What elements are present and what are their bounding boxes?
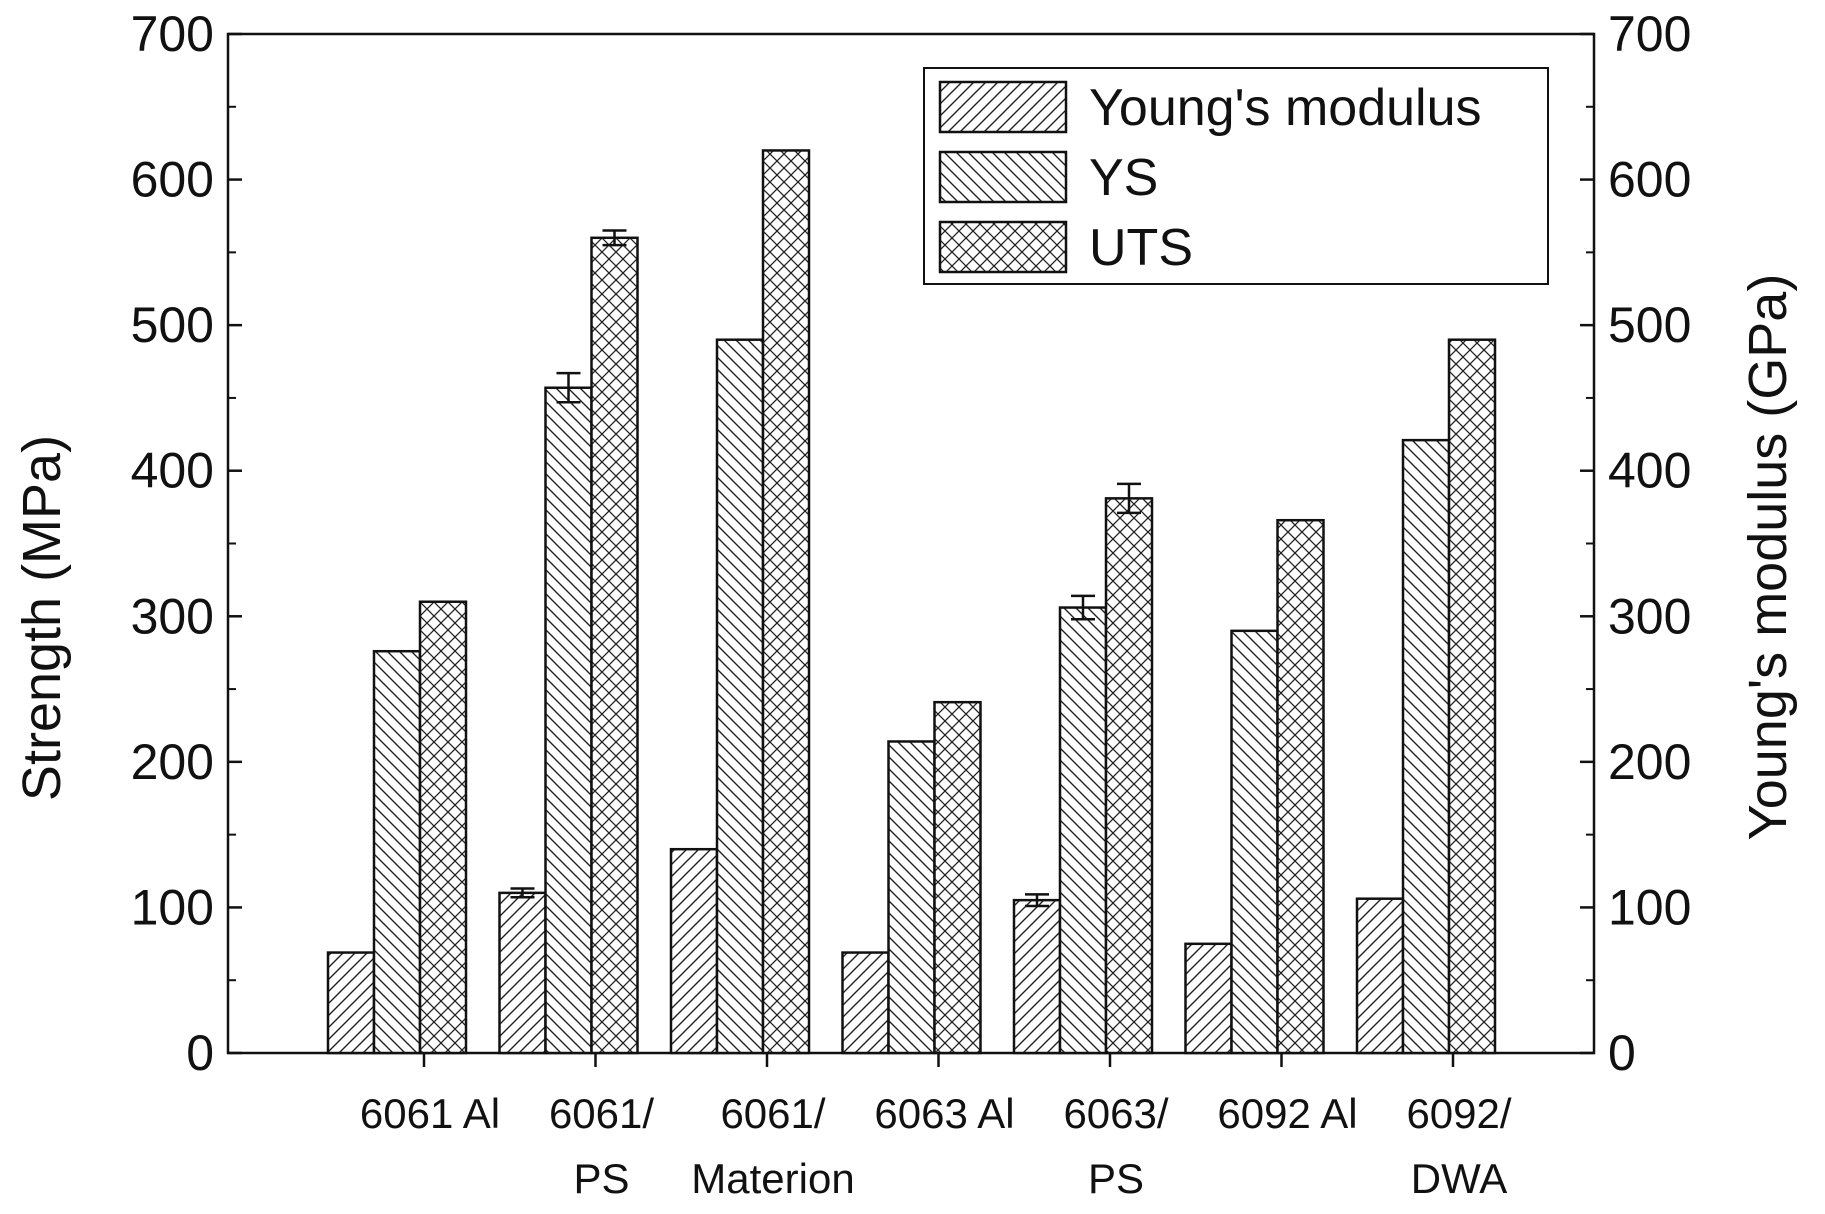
legend-label: UTS <box>1089 219 1193 277</box>
legend-swatch <box>938 80 1068 134</box>
y-axis-title-left: Strength (MPa) <box>12 435 72 801</box>
y-right-tick-label: 700 <box>1608 6 1691 62</box>
y-left-tick-label: 0 <box>186 1025 214 1081</box>
x-tick-label: Materion <box>691 1155 854 1202</box>
y-right-tick-label: 200 <box>1608 734 1691 790</box>
x-tick-label: 6061/ <box>720 1090 825 1137</box>
bar <box>933 700 982 1055</box>
legend-label: YS <box>1089 149 1158 207</box>
bar <box>1012 898 1062 1055</box>
bar <box>761 149 811 1055</box>
bar-series-group <box>326 149 1497 1055</box>
x-tick-label: PS <box>1088 1155 1144 1202</box>
bar <box>887 740 936 1055</box>
y-right-tick-label: 100 <box>1608 879 1691 935</box>
y-axis-left: 0 100 200 300 400 500 600 700 <box>131 6 242 1081</box>
y-left-tick-label: 200 <box>131 734 214 790</box>
y-right-tick-label: 400 <box>1608 443 1691 499</box>
x-tick-label: 6061 Al <box>360 1090 500 1137</box>
x-tick-label: 6063 Al <box>874 1090 1014 1137</box>
bar <box>1104 497 1154 1055</box>
bar <box>544 386 593 1055</box>
y-left-tick-label: 100 <box>131 879 214 935</box>
bar <box>1184 942 1233 1055</box>
bar <box>715 338 765 1055</box>
y-left-tick-label: 400 <box>131 443 214 499</box>
bar <box>326 951 376 1055</box>
legend-swatch <box>938 220 1068 274</box>
bar <box>418 600 468 1055</box>
bar <box>1355 897 1405 1055</box>
y-right-tick-label: 600 <box>1608 152 1691 208</box>
x-tick-label: 6092 Al <box>1217 1090 1357 1137</box>
x-tick-label: 6063/ <box>1063 1090 1168 1137</box>
bar <box>1447 338 1497 1055</box>
legend-label: Young's modulus <box>1089 79 1482 137</box>
bar <box>841 951 890 1055</box>
y-right-tick-label: 0 <box>1608 1025 1636 1081</box>
legend: Young's modulus YS UTS <box>923 67 1549 285</box>
error-bar-group <box>510 229 1141 908</box>
y-left-tick-label: 600 <box>131 152 214 208</box>
bar <box>498 891 547 1055</box>
y-axis-title-right: Young's modulus (GPa) <box>1738 274 1798 841</box>
y-right-tick-label: 500 <box>1608 297 1691 353</box>
y-left-tick-label: 300 <box>131 588 214 644</box>
bar <box>1058 606 1108 1055</box>
bar <box>1276 518 1325 1055</box>
y-right-tick-label: 300 <box>1608 588 1691 644</box>
bar <box>669 847 719 1055</box>
x-axis: 6061 Al 6061/PS 6061/Materion 6063 Al 6063/P… <box>360 1053 1512 1202</box>
x-tick-label: DWA <box>1411 1155 1507 1202</box>
bar <box>1401 438 1451 1055</box>
y-left-tick-label: 700 <box>131 6 214 62</box>
bar <box>1230 629 1279 1055</box>
y-left-tick-label: 500 <box>131 297 214 353</box>
x-tick-label: PS <box>573 1155 629 1202</box>
y-axis-right: 0 100 200 300 400 500 600 700 <box>1580 6 1691 1081</box>
legend-swatch <box>938 150 1068 204</box>
bar <box>372 649 422 1055</box>
x-tick-label: 6061/ <box>549 1090 654 1137</box>
bar <box>590 236 639 1055</box>
x-tick-label: 6092/ <box>1406 1090 1511 1137</box>
